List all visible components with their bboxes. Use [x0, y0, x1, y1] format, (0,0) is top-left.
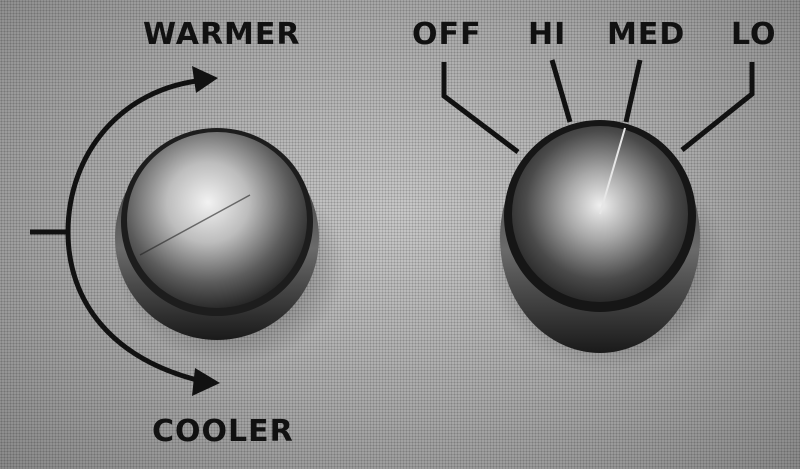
fan-setting-lines-icon — [441, 59, 755, 154]
temperature-arc-icon — [30, 66, 220, 396]
temperature-knob[interactable] — [115, 128, 345, 365]
fan-knob-indicator-icon — [599, 127, 626, 215]
fan-setting-lo-label: LO — [731, 17, 777, 52]
fan-setting-hi-label: HI — [528, 17, 567, 52]
arrow-cooler-icon — [192, 368, 220, 396]
warmer-label: WARMER — [143, 17, 301, 52]
fan-setting-off-label: OFF — [412, 17, 482, 52]
cooler-label: COOLER — [152, 414, 294, 449]
fan-setting-med-label: MED — [607, 17, 686, 52]
fan-knob[interactable] — [486, 120, 726, 370]
arrow-warmer-icon — [192, 66, 218, 93]
